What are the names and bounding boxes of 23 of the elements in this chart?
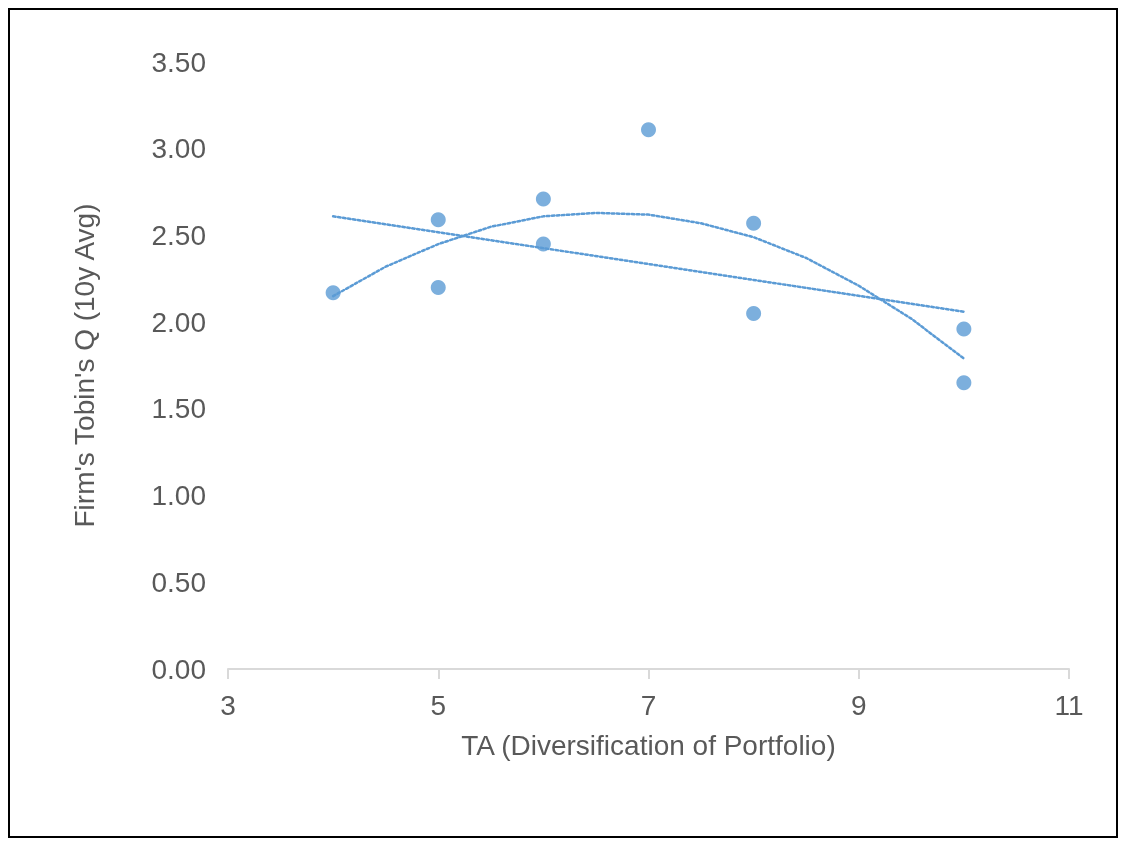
y-tick-label: 3.00 xyxy=(151,133,206,165)
x-tick-label: 3 xyxy=(220,689,236,721)
y-axis-title: Firm's Tobin's Q (10y Avg) xyxy=(68,203,100,528)
x-tick-label: 5 xyxy=(430,689,447,721)
y-tick-label: 3.50 xyxy=(151,46,206,78)
x-tick-label: 11 xyxy=(1054,689,1084,721)
x-axis-title: TA (Diversification of Portfolio) xyxy=(461,729,836,761)
y-tick-label: 2.50 xyxy=(151,219,206,251)
y-tick-label: 1.50 xyxy=(151,393,206,425)
y-tick-label: 2.00 xyxy=(151,306,206,338)
point xyxy=(535,191,551,207)
x-tick-label: 7 xyxy=(640,689,657,721)
point xyxy=(430,212,446,228)
point xyxy=(746,305,762,321)
point xyxy=(956,375,972,391)
point xyxy=(430,279,446,295)
y-tick-label: 0.00 xyxy=(151,653,206,685)
point xyxy=(641,122,656,138)
y-tick-label: 1.00 xyxy=(151,480,206,512)
y-tick-label: 0.50 xyxy=(151,566,206,598)
point xyxy=(956,321,972,337)
x-tick-label: 9 xyxy=(850,689,867,721)
point xyxy=(746,215,762,231)
